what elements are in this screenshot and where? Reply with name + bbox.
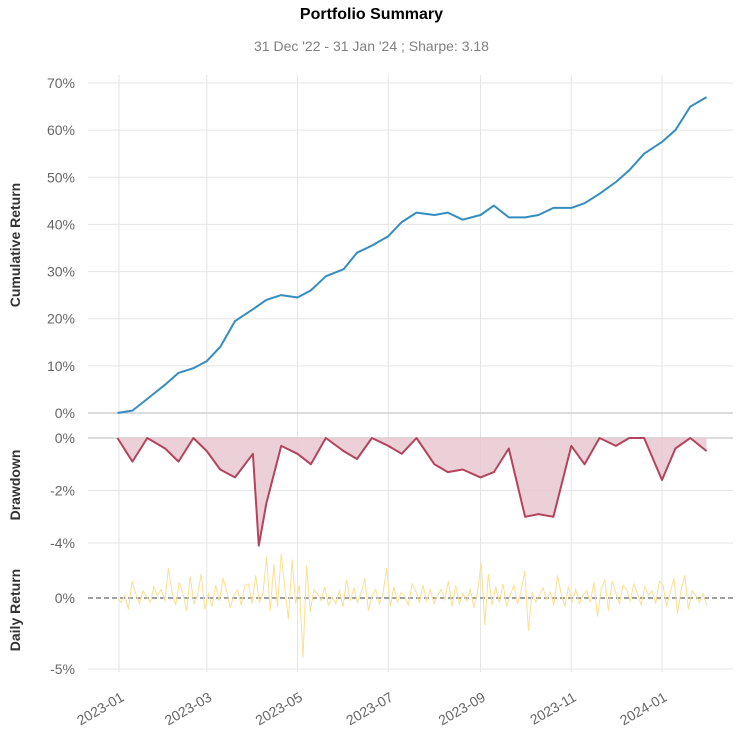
y-tick-label: 60% [47, 122, 75, 138]
x-tick-label: 2023-01 [74, 689, 127, 729]
y-tick-label: 20% [47, 311, 75, 327]
x-tick-label: 2023-11 [527, 689, 579, 728]
y-axis-label: Daily Return [7, 569, 23, 651]
chart-subtitle: 31 Dec '22 - 31 Jan '24 ; Sharpe: 3.18 [254, 38, 489, 54]
drawdown-line [116, 437, 708, 547]
y-tick-label: 40% [47, 216, 75, 232]
chart-marks [88, 96, 733, 658]
y-tick-label: 50% [47, 169, 75, 185]
y-axis-label: Drawdown [7, 450, 23, 521]
y-axis-label: Cumulative Return [7, 183, 23, 307]
daily-return-line [117, 553, 708, 658]
x-tick-label: 2023-03 [162, 689, 215, 729]
y-tick-label: -5% [50, 661, 75, 677]
x-tick-label: 2024-01 [617, 689, 670, 729]
y-tick-label: 30% [47, 264, 75, 280]
drawdown-area [117, 438, 707, 546]
y-tick-label: 0% [55, 405, 75, 421]
y-tick-label: 0% [55, 430, 75, 446]
grid-lines [88, 75, 733, 672]
y-tick-label: 70% [47, 75, 75, 91]
axis-labels: 2023-01 2023-03 2023-05 2023-07 2023-09 2023-… [7, 75, 670, 728]
x-tick-label: 2023-09 [435, 689, 488, 729]
chart-title: Portfolio Summary [299, 6, 444, 23]
x-tick-label: 2023-05 [253, 689, 306, 729]
y-tick-label: 0% [55, 590, 75, 606]
x-tick-label: 2023-07 [343, 689, 396, 729]
y-tick-label: -4% [50, 535, 75, 551]
y-tick-label: 10% [47, 358, 75, 374]
y-tick-label: -2% [50, 483, 75, 499]
cumulative-return-line [117, 96, 708, 414]
